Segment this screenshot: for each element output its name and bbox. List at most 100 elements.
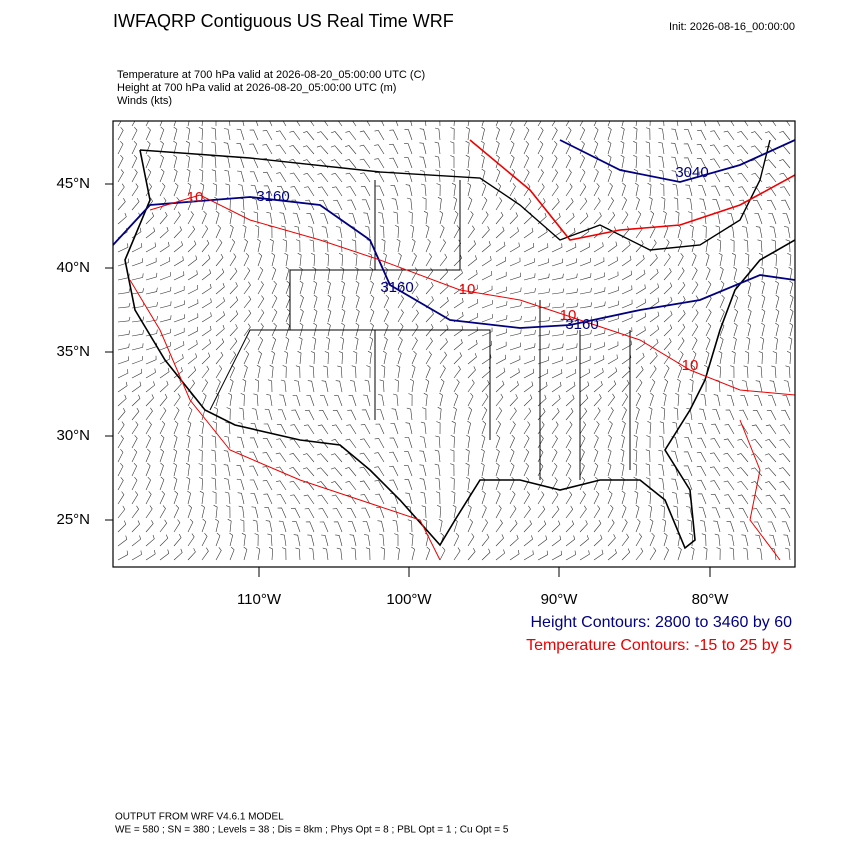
wind-barb <box>565 121 570 127</box>
wind-barb <box>663 310 673 323</box>
wind-barb <box>784 226 791 239</box>
footer-line: OUTPUT FROM WRF V4.6.1 MODEL <box>115 812 284 823</box>
wind-barb <box>321 534 329 547</box>
wind-barb <box>425 281 434 295</box>
wind-barb <box>709 466 721 477</box>
wind-barb <box>317 424 329 435</box>
wind-barb <box>607 211 616 225</box>
wind-barb <box>786 351 792 365</box>
wind-barb <box>593 183 600 197</box>
wind-barb <box>495 354 507 365</box>
wind-barb <box>366 365 371 379</box>
wind-barb <box>467 240 476 253</box>
wind-barb <box>257 295 265 309</box>
wind-barb <box>465 154 470 169</box>
wind-barb <box>747 308 752 323</box>
wind-barb <box>229 532 234 547</box>
wind-barb <box>228 210 233 225</box>
wind-barb <box>249 171 259 183</box>
wind-barb <box>537 343 550 351</box>
wind-barb <box>406 197 413 211</box>
wind-barb <box>481 340 493 351</box>
wind-barb <box>509 421 516 435</box>
wind-barb <box>303 494 315 505</box>
wind-barb <box>509 154 515 169</box>
wind-barb <box>434 141 441 155</box>
wind-barb <box>201 392 207 407</box>
wind-barb <box>509 227 519 239</box>
wind-barb <box>725 409 735 421</box>
wind-barb <box>201 365 210 379</box>
wind-barb <box>187 284 199 295</box>
wind-barb <box>621 519 628 533</box>
wind-barb <box>551 258 563 267</box>
wind-barb <box>509 183 516 197</box>
wind-barb <box>425 238 431 253</box>
wind-barb <box>346 507 357 519</box>
wind-barb <box>354 266 359 281</box>
wind-barb <box>268 547 274 561</box>
wind-barb <box>117 243 129 253</box>
wind-barb <box>712 409 721 421</box>
wind-barb <box>718 252 723 267</box>
temperature-contour-label: 10 <box>459 281 476 298</box>
wind-barb <box>537 505 546 519</box>
wind-barb <box>700 520 707 533</box>
wind-barb <box>453 225 460 239</box>
wind-barb <box>276 172 287 183</box>
wind-barb <box>366 121 371 127</box>
wind-barb <box>481 226 490 239</box>
wind-barb <box>380 547 385 561</box>
wind-barb <box>425 224 430 239</box>
wind-barb <box>187 533 195 547</box>
wind-barb <box>705 322 712 337</box>
wind-barb <box>786 121 791 127</box>
wind-barb <box>635 504 640 519</box>
wind-barb <box>173 327 185 337</box>
wind-barb <box>131 343 144 351</box>
temperature-contour-label: 10 <box>187 189 204 206</box>
wind-barb <box>691 309 699 323</box>
wind-barb <box>292 521 301 533</box>
wind-barb <box>719 294 725 309</box>
wind-barb <box>393 211 399 225</box>
wind-barb <box>336 547 343 561</box>
wind-barb <box>404 143 413 155</box>
lon-label: 100°W <box>386 591 432 608</box>
wind-barb <box>173 548 183 561</box>
wind-barb <box>198 127 203 141</box>
wind-barb <box>249 437 259 449</box>
wind-barb <box>781 521 791 533</box>
wind-barb <box>633 449 638 463</box>
wind-barb <box>747 322 752 337</box>
wind-barb <box>317 481 329 491</box>
wind-barb <box>523 183 531 197</box>
wind-barb <box>145 434 152 449</box>
wind-barb <box>359 452 371 463</box>
wind-barb <box>634 490 639 505</box>
wind-barb <box>223 450 231 463</box>
wind-barb <box>419 464 427 477</box>
wind-barb <box>117 550 128 561</box>
wind-barb <box>278 520 287 533</box>
wind-barb <box>305 521 315 533</box>
wind-barb <box>271 336 277 351</box>
wind-barb <box>551 288 565 295</box>
wind-barb <box>434 155 441 169</box>
wind-barb <box>579 491 586 505</box>
wind-barb <box>159 534 169 547</box>
wind-barb <box>303 424 315 435</box>
wind-barb <box>579 505 587 519</box>
wind-barb <box>363 394 371 407</box>
wind-barb <box>579 212 589 225</box>
wind-barb <box>389 479 399 491</box>
wind-barb <box>453 239 462 253</box>
wind-barb <box>747 294 752 309</box>
wind-barb <box>775 308 780 323</box>
wind-barb <box>436 421 441 435</box>
wind-barb <box>351 365 357 379</box>
wind-barb <box>131 316 145 323</box>
wind-barb <box>551 155 558 169</box>
wind-barb <box>131 394 141 407</box>
wind-barb <box>523 535 533 547</box>
